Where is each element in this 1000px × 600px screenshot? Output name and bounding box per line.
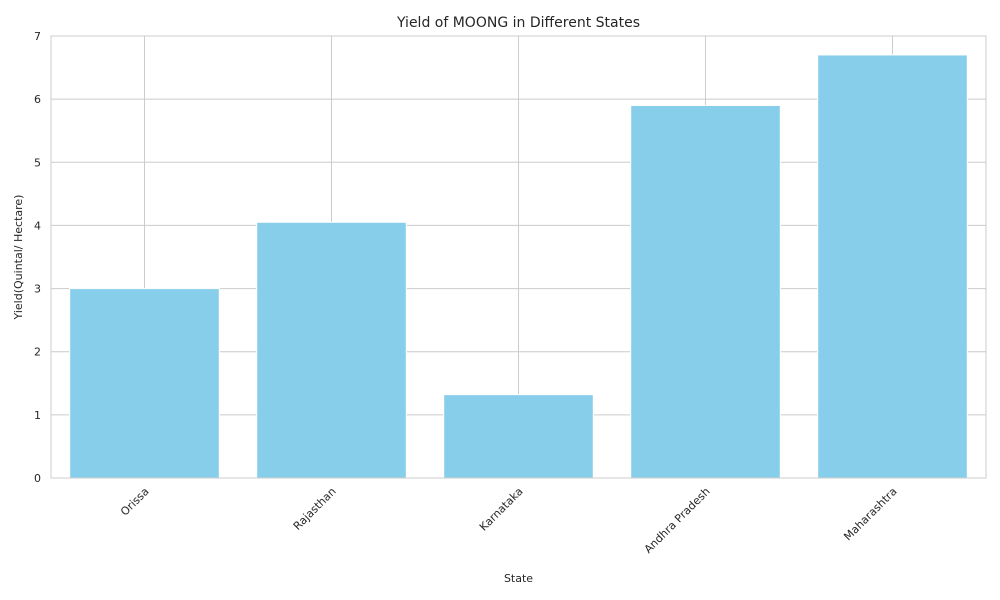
x-tick-label: Karnataka bbox=[477, 485, 526, 534]
bar-rajasthan bbox=[256, 221, 407, 479]
y-tick-label: 5 bbox=[34, 156, 41, 169]
y-tick-label: 6 bbox=[34, 93, 41, 106]
bar-karnataka bbox=[443, 394, 594, 479]
x-tick-label: Maharashtra bbox=[841, 485, 899, 543]
y-tick-label: 7 bbox=[34, 30, 41, 43]
x-tick-label: Orissa bbox=[118, 485, 152, 519]
x-axis-label: State bbox=[504, 572, 533, 585]
x-axis-ticks: Orissa Rajasthan Karnataka Andhra Pradesh Ma… bbox=[118, 485, 900, 556]
plot-frame bbox=[50, 35, 987, 479]
y-tick-label: 0 bbox=[34, 472, 41, 485]
y-tick-label: 1 bbox=[34, 409, 41, 422]
y-tick-label: 3 bbox=[34, 283, 41, 296]
bar-andhra-pradesh bbox=[630, 104, 781, 479]
x-tick-label: Rajasthan bbox=[291, 485, 339, 533]
bar-maharashtra bbox=[817, 54, 968, 479]
y-axis-label: Yield(Quintal/ Hectare) bbox=[12, 195, 25, 321]
y-tick-label: 4 bbox=[34, 219, 41, 232]
y-tick-label: 2 bbox=[34, 346, 41, 359]
y-axis-ticks: 0 1 2 3 4 5 6 7 bbox=[34, 30, 41, 485]
chart-title: Yield of MOONG in Different States bbox=[396, 15, 640, 31]
x-tick-label: Andhra Pradesh bbox=[642, 485, 713, 556]
bars bbox=[69, 54, 968, 479]
bar-orissa bbox=[69, 288, 220, 479]
